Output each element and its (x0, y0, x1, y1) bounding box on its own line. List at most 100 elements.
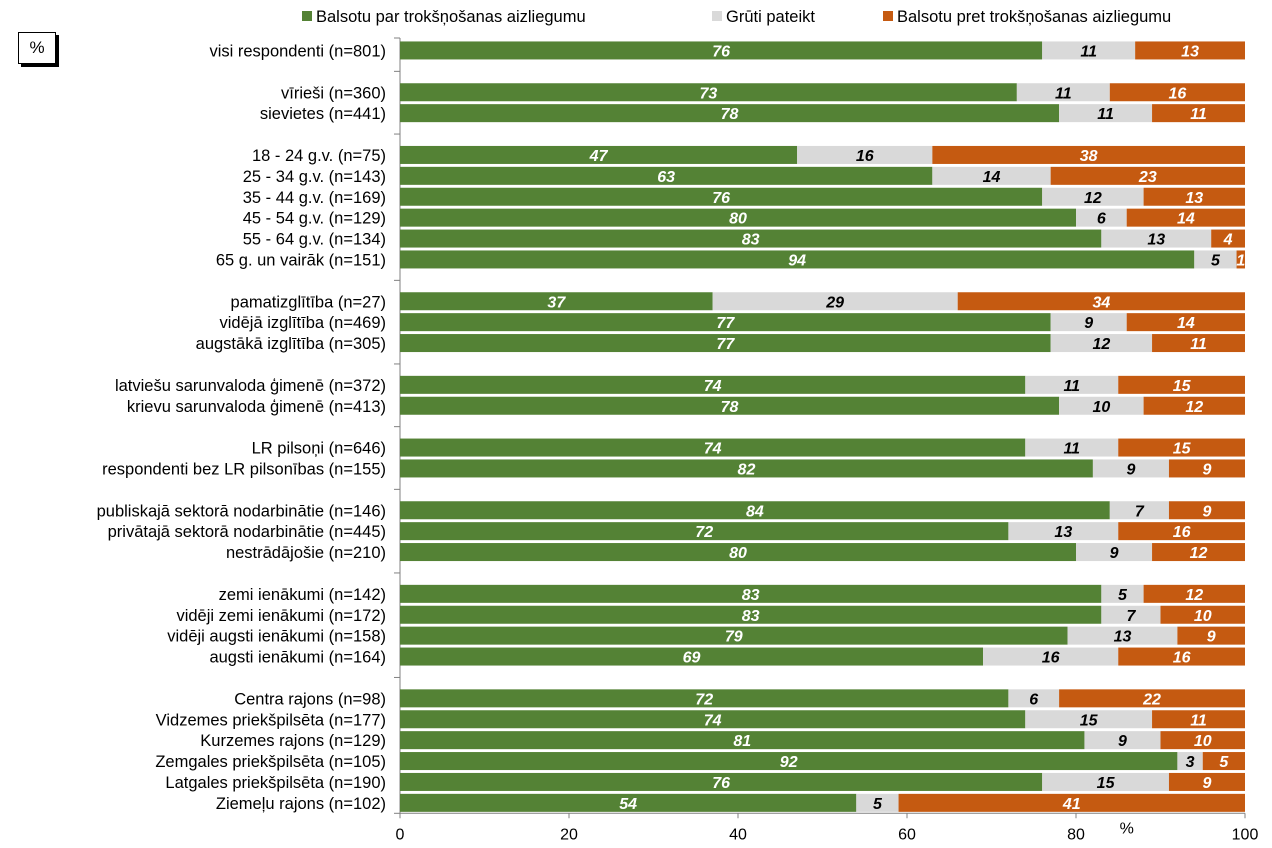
legend-label: Balsotu par trokšņošanas aizliegumu (316, 8, 586, 26)
category-label: vīrieši (n=360) (281, 84, 386, 102)
bar-segment (1177, 752, 1203, 771)
data-label: 74 (704, 441, 722, 458)
data-label: 74 (704, 378, 722, 395)
data-label: 12 (1185, 587, 1203, 604)
bar-segment (1152, 334, 1245, 353)
data-label: 11 (1055, 85, 1072, 102)
data-label: 14 (1177, 211, 1195, 228)
data-label: 10 (1194, 608, 1212, 625)
category-label: Kurzemes rajons (n=129) (200, 732, 386, 750)
bar-segment (1059, 396, 1144, 415)
bar-segment (400, 83, 1017, 102)
bar-segment (1109, 501, 1169, 520)
data-label: 77 (716, 315, 735, 332)
bar-segment (400, 647, 984, 666)
bar-segment (400, 626, 1068, 645)
bar-segment (1160, 731, 1245, 750)
bar-segment (1101, 605, 1161, 624)
bar-segment (1042, 772, 1169, 791)
category-label: latviešu sarunvaloda ģimenē (n=372) (115, 377, 386, 395)
category-label: Zemgales priekšpilsēta (n=105) (155, 753, 386, 771)
x-tick-label: 20 (560, 826, 578, 843)
data-label: 5 (1118, 587, 1128, 604)
category-label: 55 - 64 g.v. (n=134) (243, 231, 386, 249)
bar-segment (1008, 522, 1119, 541)
data-label: 83 (742, 587, 760, 604)
data-label: 74 (704, 712, 722, 729)
bar-segment (1126, 208, 1245, 227)
data-label: 11 (1063, 378, 1080, 395)
bar-segment (400, 166, 933, 185)
data-label: 94 (788, 252, 806, 269)
bar-segment (400, 710, 1026, 729)
data-label: 10 (1092, 399, 1110, 416)
data-label: 23 (1138, 169, 1157, 186)
category-label: Ziemeļu rajons (n=102) (216, 795, 386, 813)
data-label: 12 (1092, 336, 1110, 353)
bar-segment (1135, 41, 1245, 60)
bar-segment (1202, 752, 1245, 771)
data-label: 12 (1185, 399, 1203, 416)
bar-segment (400, 229, 1102, 248)
legend-label: Grūti pateikt (726, 8, 815, 26)
category-label: pamatizglītība (n=27) (231, 293, 386, 311)
category-label: zemi ienākumi (n=142) (219, 586, 386, 604)
bar-segment (400, 396, 1060, 415)
bar-segment (400, 375, 1026, 394)
bar-segment (1050, 334, 1153, 353)
data-label: 12 (1190, 545, 1208, 562)
legend-swatch (302, 11, 312, 21)
bar-segment (1118, 522, 1245, 541)
category-label: visi respondenti (n=801) (209, 42, 386, 60)
bar-segment (1168, 501, 1245, 520)
data-label: 13 (1181, 43, 1199, 60)
data-label: 47 (589, 148, 609, 165)
bar-segment (400, 104, 1060, 123)
bar-segment (1152, 104, 1245, 123)
data-label: 7 (1135, 503, 1145, 520)
data-label: 9 (1203, 503, 1212, 520)
bar-segment (400, 752, 1178, 771)
data-label: 72 (695, 691, 713, 708)
bar-segment (1042, 41, 1136, 60)
category-label: vidēji augsti ienākumi (n=158) (167, 628, 386, 646)
data-label: 6 (1029, 691, 1038, 708)
bar-segment (400, 522, 1009, 541)
category-label: 18 - 24 g.v. (n=75) (252, 147, 386, 165)
data-label: 76 (712, 190, 730, 207)
data-label: 5 (1219, 754, 1229, 771)
data-label: 14 (1177, 315, 1195, 332)
bar-segment (1059, 689, 1245, 708)
legend-label: Balsotu pret trokšņošanas aizliegumu (897, 8, 1171, 26)
category-label: nestrādājošie (n=210) (226, 544, 386, 562)
data-label: 37 (547, 294, 566, 311)
data-label: 9 (1203, 775, 1212, 792)
bar-segment (400, 187, 1043, 206)
bar-segment (1126, 313, 1245, 332)
data-label: 10 (1194, 733, 1212, 750)
data-label: 15 (1080, 712, 1099, 729)
data-label: 16 (1173, 650, 1191, 667)
bar-segment (1118, 647, 1245, 666)
bar-segment (1194, 250, 1237, 269)
bar-segment (400, 605, 1102, 624)
bar-segment (400, 501, 1110, 520)
data-label: 29 (825, 294, 844, 311)
bar-segment (400, 689, 1009, 708)
bar-segment (1236, 250, 1245, 269)
category-label: vidēji zemi ienākumi (n=172) (176, 607, 386, 625)
legend-swatch (883, 11, 893, 21)
bar-segment (400, 208, 1076, 227)
data-label: 9 (1207, 629, 1216, 646)
data-label: 83 (742, 608, 760, 625)
bar-segment (1016, 83, 1110, 102)
x-tick-label: 100 (1232, 826, 1259, 843)
category-label: Centra rajons (n=98) (234, 690, 386, 708)
bar-segment (1152, 710, 1245, 729)
data-label: 1 (1236, 252, 1245, 269)
bar-segment (1092, 459, 1169, 478)
data-label: 16 (1169, 85, 1187, 102)
bar-segment (400, 772, 1043, 791)
x-tick-label: 40 (729, 826, 747, 843)
data-label: 7 (1126, 608, 1136, 625)
